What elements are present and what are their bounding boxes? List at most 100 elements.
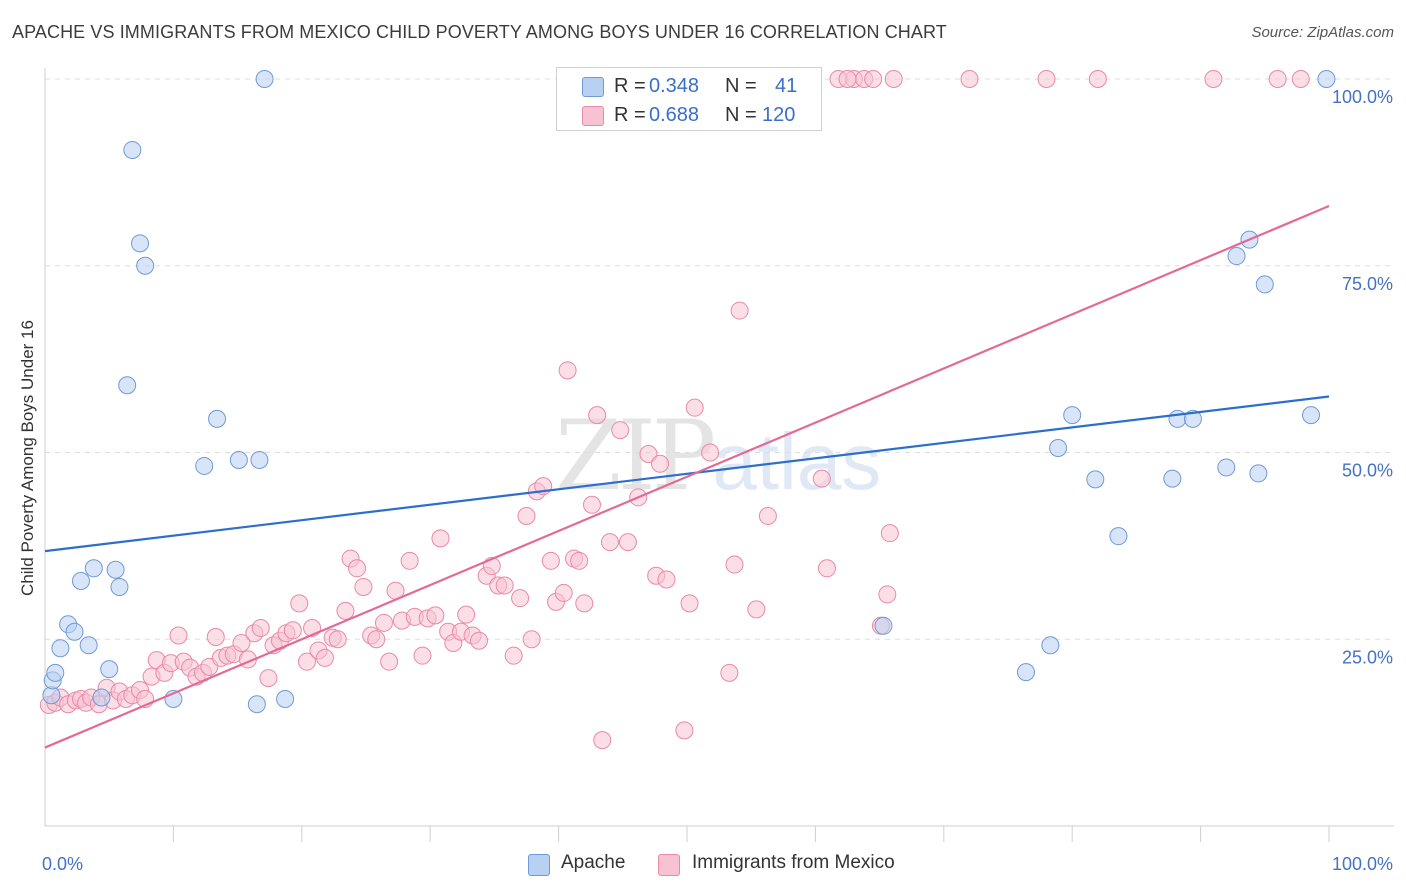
mexico-point — [812, 469, 831, 488]
apache-point — [1049, 439, 1068, 458]
apache-point — [1302, 406, 1321, 425]
mexico-point — [675, 721, 694, 740]
mexico-point — [618, 533, 637, 552]
apache-point — [110, 577, 129, 596]
mexico-trend-line — [44, 204, 1330, 749]
mexico-point — [960, 70, 979, 88]
apache-point — [195, 456, 214, 475]
legend-n-label: N = — [725, 104, 757, 126]
x-tick-label: 100.0% — [1332, 854, 1393, 874]
mexico-point — [380, 652, 399, 671]
legend-r-value: 0.348 — [649, 75, 700, 97]
apache-point — [247, 695, 266, 714]
mexico-point — [259, 669, 278, 688]
mexico-point — [880, 524, 899, 543]
y-tick-label: 25.0% — [1342, 647, 1393, 667]
apache-point — [136, 256, 155, 275]
mexico-point — [680, 594, 699, 613]
mexico-point — [1037, 70, 1056, 88]
legend-row-apache: R = 0.348 N = 41 — [557, 73, 821, 101]
bottom-legend-apache-label: Apache — [561, 852, 626, 873]
mexico-point — [297, 652, 316, 671]
mexico-point — [1291, 70, 1310, 88]
y-tick-label: 100.0% — [1332, 87, 1393, 107]
mexico-point — [720, 663, 739, 682]
apache-point — [71, 571, 90, 590]
apache-point — [1041, 636, 1060, 655]
mexico-point — [884, 70, 903, 88]
apache-point — [92, 688, 111, 707]
mexico-point — [328, 630, 347, 649]
mexico-point — [367, 630, 386, 649]
mexico-point — [348, 559, 367, 578]
mexico-point — [554, 583, 573, 602]
apache-point — [1183, 409, 1202, 428]
mexico-point — [511, 589, 530, 608]
mexico-point — [374, 613, 393, 632]
mexico-point — [575, 594, 594, 613]
apache-point — [79, 636, 98, 655]
mexico-point — [206, 628, 225, 647]
mexico-point — [251, 619, 270, 638]
mexico-point — [495, 576, 514, 595]
chart-title: APACHE VS IMMIGRANTS FROM MEXICO CHILD P… — [12, 22, 947, 42]
y-tick-label: 75.0% — [1342, 274, 1393, 294]
apache-point — [46, 663, 65, 682]
mexico-point — [685, 398, 704, 417]
mexico-point — [290, 594, 309, 613]
apache-trend-line — [44, 395, 1330, 553]
mexico-point — [838, 70, 857, 88]
mexico-point — [517, 506, 536, 525]
mexico-point — [730, 301, 749, 320]
legend-r-label: R = — [614, 75, 646, 97]
apache-point — [1109, 527, 1128, 546]
apache-point — [1255, 275, 1274, 294]
legend-r-label: R = — [614, 104, 646, 126]
apache-point — [1217, 458, 1236, 477]
apache-point — [874, 616, 893, 635]
apache-point — [208, 409, 227, 428]
apache-swatch — [582, 77, 604, 97]
mexico-point — [725, 555, 744, 574]
mexico-point — [611, 421, 630, 440]
mexico-point — [593, 731, 612, 750]
mexico-point — [701, 443, 720, 462]
legend-row-mexico: R = 0.688 N = 120 — [557, 102, 821, 130]
apache-point — [118, 376, 137, 395]
apache-point — [123, 140, 142, 159]
mexico-point — [600, 533, 619, 552]
mexico-point — [413, 646, 432, 665]
mexico-point — [588, 406, 607, 425]
mexico-point — [639, 444, 658, 463]
legend-n-value: 120 — [762, 104, 796, 126]
mexico-point — [457, 605, 476, 624]
apache-point — [84, 559, 103, 578]
y-tick-label: 50.0% — [1342, 461, 1393, 481]
apache-point — [229, 450, 248, 469]
mexico-point — [558, 361, 577, 380]
x-tick-label: 0.0% — [42, 854, 83, 874]
legend-n-value: 41 — [775, 75, 798, 97]
apache-point — [250, 450, 269, 469]
mexico-point — [1088, 70, 1107, 88]
apache-point — [1086, 470, 1105, 489]
mexico-swatch — [582, 106, 604, 126]
apache-point — [65, 622, 84, 641]
apache-point — [51, 639, 70, 658]
bottom-legend-mexico-label: Immigrants from Mexico — [692, 852, 895, 873]
mexico-point — [570, 551, 589, 570]
mexico-point — [657, 570, 676, 589]
apache-point — [1016, 663, 1035, 682]
apache-point — [42, 686, 61, 705]
mexico-point — [336, 601, 355, 620]
mexico-point — [864, 70, 883, 88]
legend: R = 0.348 N = 41 R = 0.688 N = 120 — [556, 67, 822, 131]
apache-point — [100, 660, 119, 679]
apache-swatch — [528, 854, 550, 876]
mexico-point — [504, 646, 523, 665]
mexico-point — [651, 454, 670, 473]
apache-point — [131, 234, 150, 253]
mexico-swatch — [658, 854, 680, 876]
mexico-point — [431, 529, 450, 548]
